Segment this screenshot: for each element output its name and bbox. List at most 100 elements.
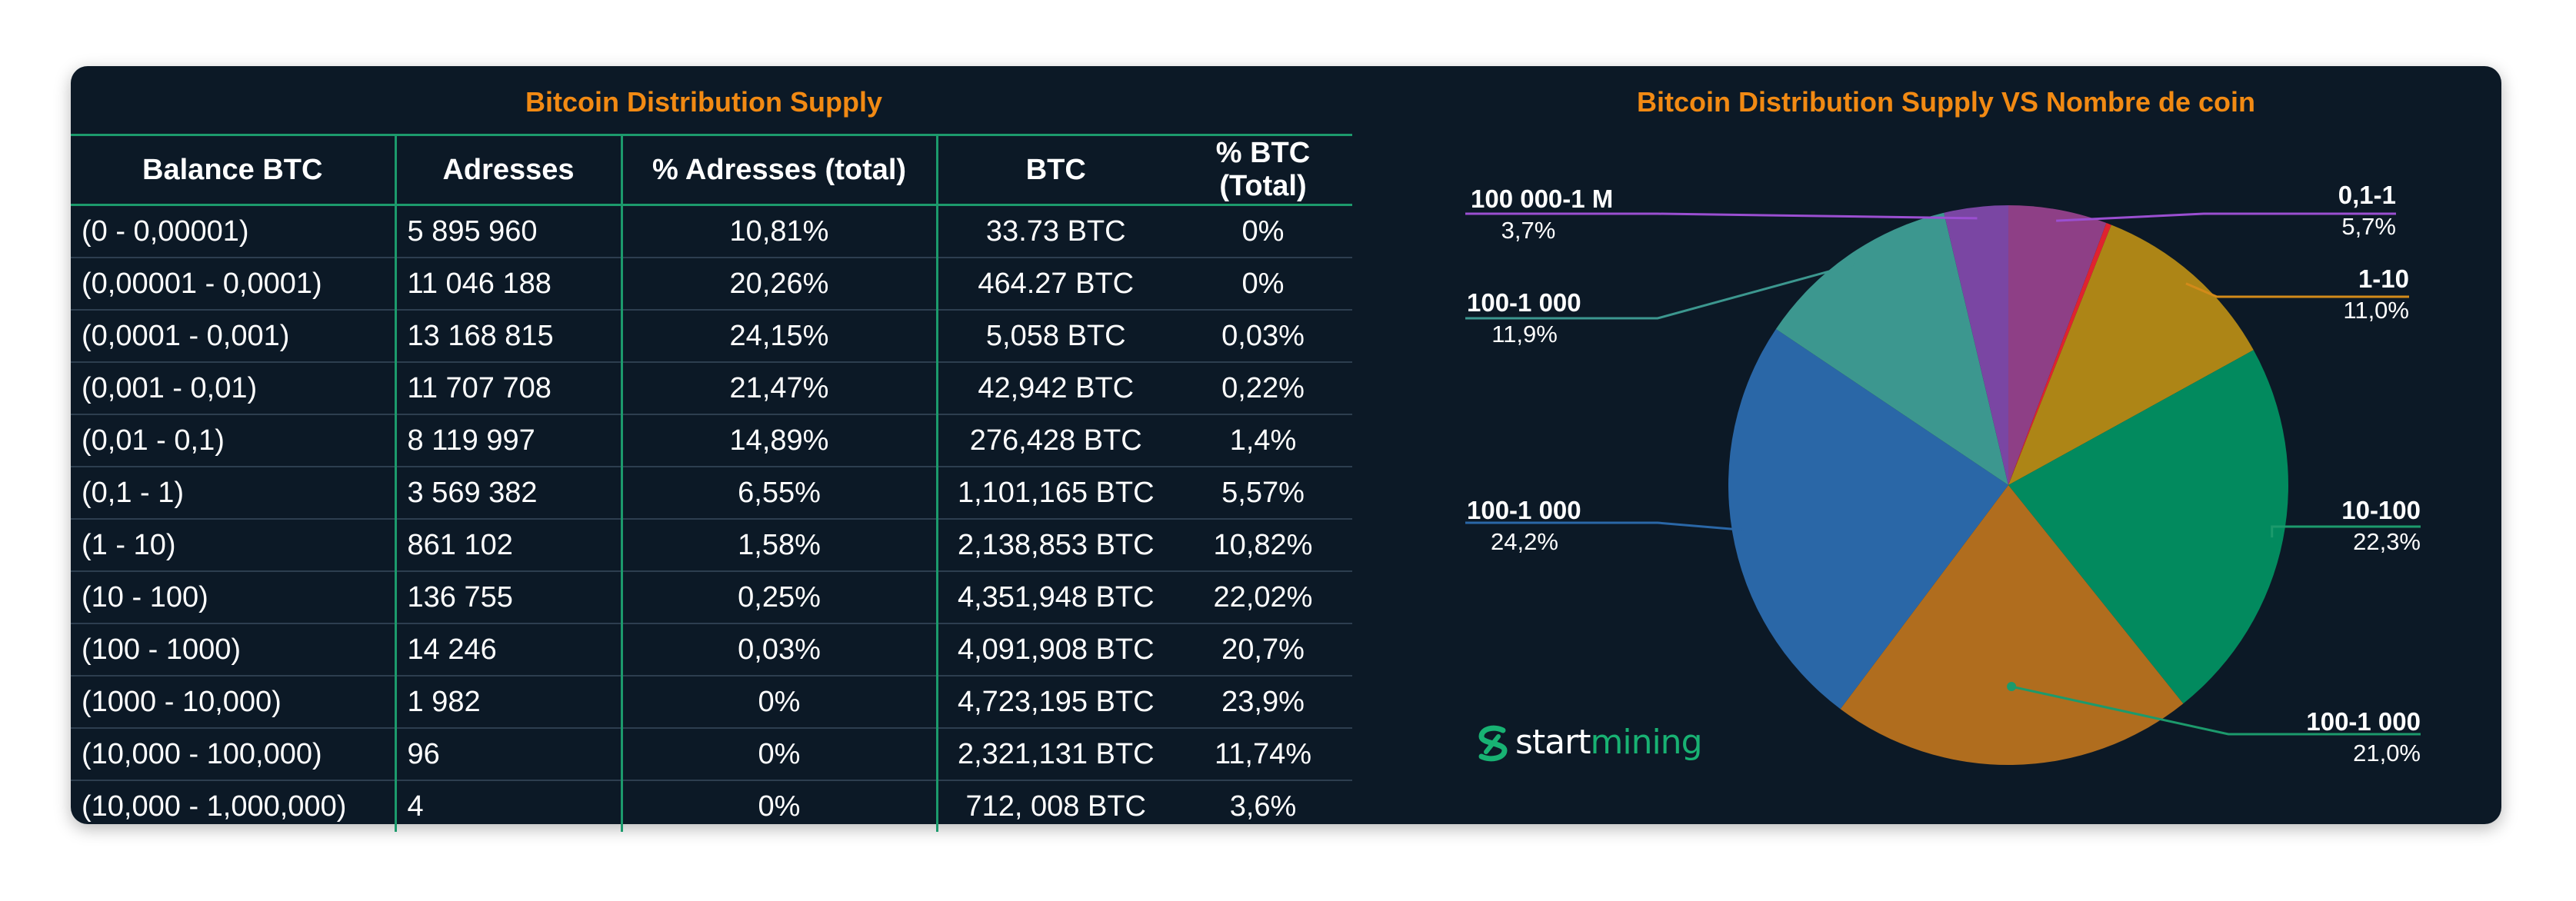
- cell-balance: (100 - 1000): [71, 623, 395, 677]
- table-row: (100 - 1000) 14 246 0,03% 4,091,908 BTC 20,7…: [71, 623, 1352, 677]
- table-row: (10 - 100) 136 755 0,25% 4,351,948 BTC 22,02…: [71, 571, 1352, 624]
- cell-pct-adresses: 24,15%: [620, 310, 937, 363]
- slice-label: 100 000-1 M: [1471, 185, 1613, 213]
- leader-line: [2185, 282, 2409, 298]
- cell-balance: (10 - 100): [71, 571, 395, 624]
- cell-btc: 464.27 BTC: [935, 258, 1174, 311]
- slice-label: 0,1-1: [2338, 181, 2396, 209]
- header-adresses: Adresses: [394, 134, 622, 206]
- cell-pct-adresses: 0%: [620, 728, 937, 781]
- startmining-s-icon: [1478, 725, 1508, 762]
- cell-pct-btc: 22,02%: [1174, 571, 1352, 624]
- cell-balance: (10,000 - 1,000,000): [82, 790, 347, 823]
- pie-slice: [2008, 205, 2107, 485]
- cell-adresses: 11 046 188: [394, 258, 622, 311]
- cell-pct-btc: 10,82%: [1174, 519, 1352, 572]
- cell-pct-adresses: 0%: [620, 676, 937, 729]
- leader-line: [1465, 521, 1744, 531]
- slice-percent-label: 21,0%: [2353, 740, 2421, 766]
- table-header-row: Balance BTC Adresses % Adresses (total) …: [71, 134, 1352, 206]
- cell-pct-adresses: 10,81%: [620, 204, 937, 258]
- cell-pct-btc: 20,7%: [1174, 623, 1352, 677]
- cell-adresses: 4: [394, 780, 622, 832]
- table-row: (0,0001 - 0,001) 13 168 815 24,15% 5,058 BT…: [71, 310, 1352, 363]
- leader-line: [2271, 525, 2421, 538]
- leader-line: [2011, 685, 2421, 736]
- cell-adresses: 8 119 997: [394, 414, 622, 467]
- cell-balance: (0,01 - 0,1): [71, 414, 395, 467]
- cell-btc: 33.73 BTC: [935, 204, 1174, 258]
- cell-pct-adresses: 6,55%: [620, 467, 937, 520]
- header-pct-adresses: % Adresses (total): [620, 134, 937, 206]
- logo-text-mining: mining: [1590, 723, 1702, 762]
- slice-percent-label: 3,7%: [1501, 217, 1556, 244]
- cell-btc: 1,101,165 BTC: [935, 467, 1174, 520]
- slice-percent-label: 5,7%: [2341, 213, 2396, 240]
- cell-pct-btc: 1,4%: [1174, 414, 1352, 467]
- cell-adresses: 3 569 382: [394, 467, 622, 520]
- cell-pct-btc: 0,22%: [1174, 362, 1352, 415]
- distribution-table: Balance BTC Adresses % Adresses (total) …: [71, 134, 1352, 832]
- cell-adresses: 136 755: [394, 571, 622, 624]
- cell-pct-adresses: 0%: [620, 780, 937, 832]
- cell-pct-btc: 3,6%: [1229, 790, 1297, 823]
- header-btc: BTC: [935, 134, 1174, 206]
- header-pct-btc: % BTC (Total): [1174, 134, 1352, 206]
- slice-label: 100-1 000: [1467, 496, 1581, 524]
- cell-pct-btc: 0,03%: [1174, 310, 1352, 363]
- table-row: (0,001 - 0,01) 11 707 708 21,47% 42,942 BTC…: [71, 362, 1352, 415]
- cell-btc: 5,058 BTC: [935, 310, 1174, 363]
- cell-balance: (0,001 - 0,01): [71, 362, 395, 415]
- cell-pct-adresses: 1,58%: [620, 519, 937, 572]
- cell-adresses: 5 895 960: [394, 204, 622, 258]
- cell-pct-btc: 0%: [1174, 258, 1352, 311]
- cell-adresses: 13 168 815: [394, 310, 622, 363]
- pie-slice: [2008, 224, 2254, 485]
- cell-pct-btc: 23,9%: [1174, 676, 1352, 729]
- table-title: Bitcoin Distribution Supply: [525, 86, 882, 118]
- slice-percent-label: 11,0%: [2343, 297, 2409, 324]
- table-row: (0,1 - 1) 3 569 382 6,55% 1,101,165 BTC 5,57…: [71, 467, 1352, 520]
- table-row: (1000 - 10,000) 1 982 0% 4,723,195 BTC 23,9%: [71, 676, 1352, 729]
- pie-slice: [1728, 329, 2008, 710]
- pie-slice: [1775, 212, 2008, 485]
- cell-btc: 42,942 BTC: [935, 362, 1174, 415]
- cell-pct-adresses: 0,25%: [620, 571, 937, 624]
- slice-percent-label: 22,3%: [2353, 528, 2421, 555]
- leader-line: [2056, 212, 2396, 222]
- table-row: (10,000 - 1,000,000) 4 0% 712, 008 BTC 3,6%: [71, 780, 1352, 832]
- cell-adresses: 861 102: [394, 519, 622, 572]
- cell-btc: 2,321,131 BTC: [935, 728, 1174, 781]
- cell-btc: 276,428 BTC: [935, 414, 1174, 467]
- cell-adresses: 96: [394, 728, 622, 781]
- table-row: (1 - 10) 861 102 1,58% 2,138,853 BTC 10,82%: [71, 519, 1352, 572]
- pie-slice: [2008, 350, 2288, 704]
- cell-btc: 712, 008 BTC: [935, 780, 1174, 832]
- table-row: (0 - 0,00001) 5 895 960 10,81% 33.73 BTC 0%: [71, 204, 1352, 258]
- cell-balance: (0,00001 - 0,0001): [71, 258, 395, 311]
- table-row: (0,01 - 0,1) 8 119 997 14,89% 276,428 BTC 1,…: [71, 414, 1352, 467]
- chart-title: Bitcoin Distribution Supply VS Nombre de…: [1636, 86, 2256, 118]
- cell-pct-adresses: 0,03%: [620, 623, 937, 677]
- cell-btc: 4,723,195 BTC: [935, 676, 1174, 729]
- cell-adresses: 11 707 708: [394, 362, 622, 415]
- pie-slice: [1840, 485, 2184, 766]
- cell-pct-adresses: 21,47%: [620, 362, 937, 415]
- pie-slice: [1944, 205, 2008, 485]
- leader-line: [1465, 263, 1856, 320]
- slice-label: 100-1 000: [2306, 707, 2421, 736]
- cell-btc: 4,351,948 BTC: [935, 571, 1174, 624]
- cell-balance: (10,000 - 100,000): [71, 728, 395, 781]
- cell-balance: (0,0001 - 0,001): [71, 310, 395, 363]
- slice-percent-label: 24,2%: [1491, 528, 1558, 555]
- cell-pct-adresses: 20,26%: [620, 258, 937, 311]
- leader-dot: [2007, 682, 2017, 692]
- cell-pct-btc: 0%: [1174, 204, 1352, 258]
- table-row: (0,00001 - 0,0001) 11 046 188 20,26% 464.27…: [71, 258, 1352, 311]
- cell-btc: 2,138,853 BTC: [935, 519, 1174, 572]
- pie-slice: [2008, 223, 2111, 485]
- cell-pct-adresses: 14,89%: [620, 414, 937, 467]
- slice-label: 100-1 000: [1467, 288, 1581, 317]
- cell-balance: (1000 - 10,000): [71, 676, 395, 729]
